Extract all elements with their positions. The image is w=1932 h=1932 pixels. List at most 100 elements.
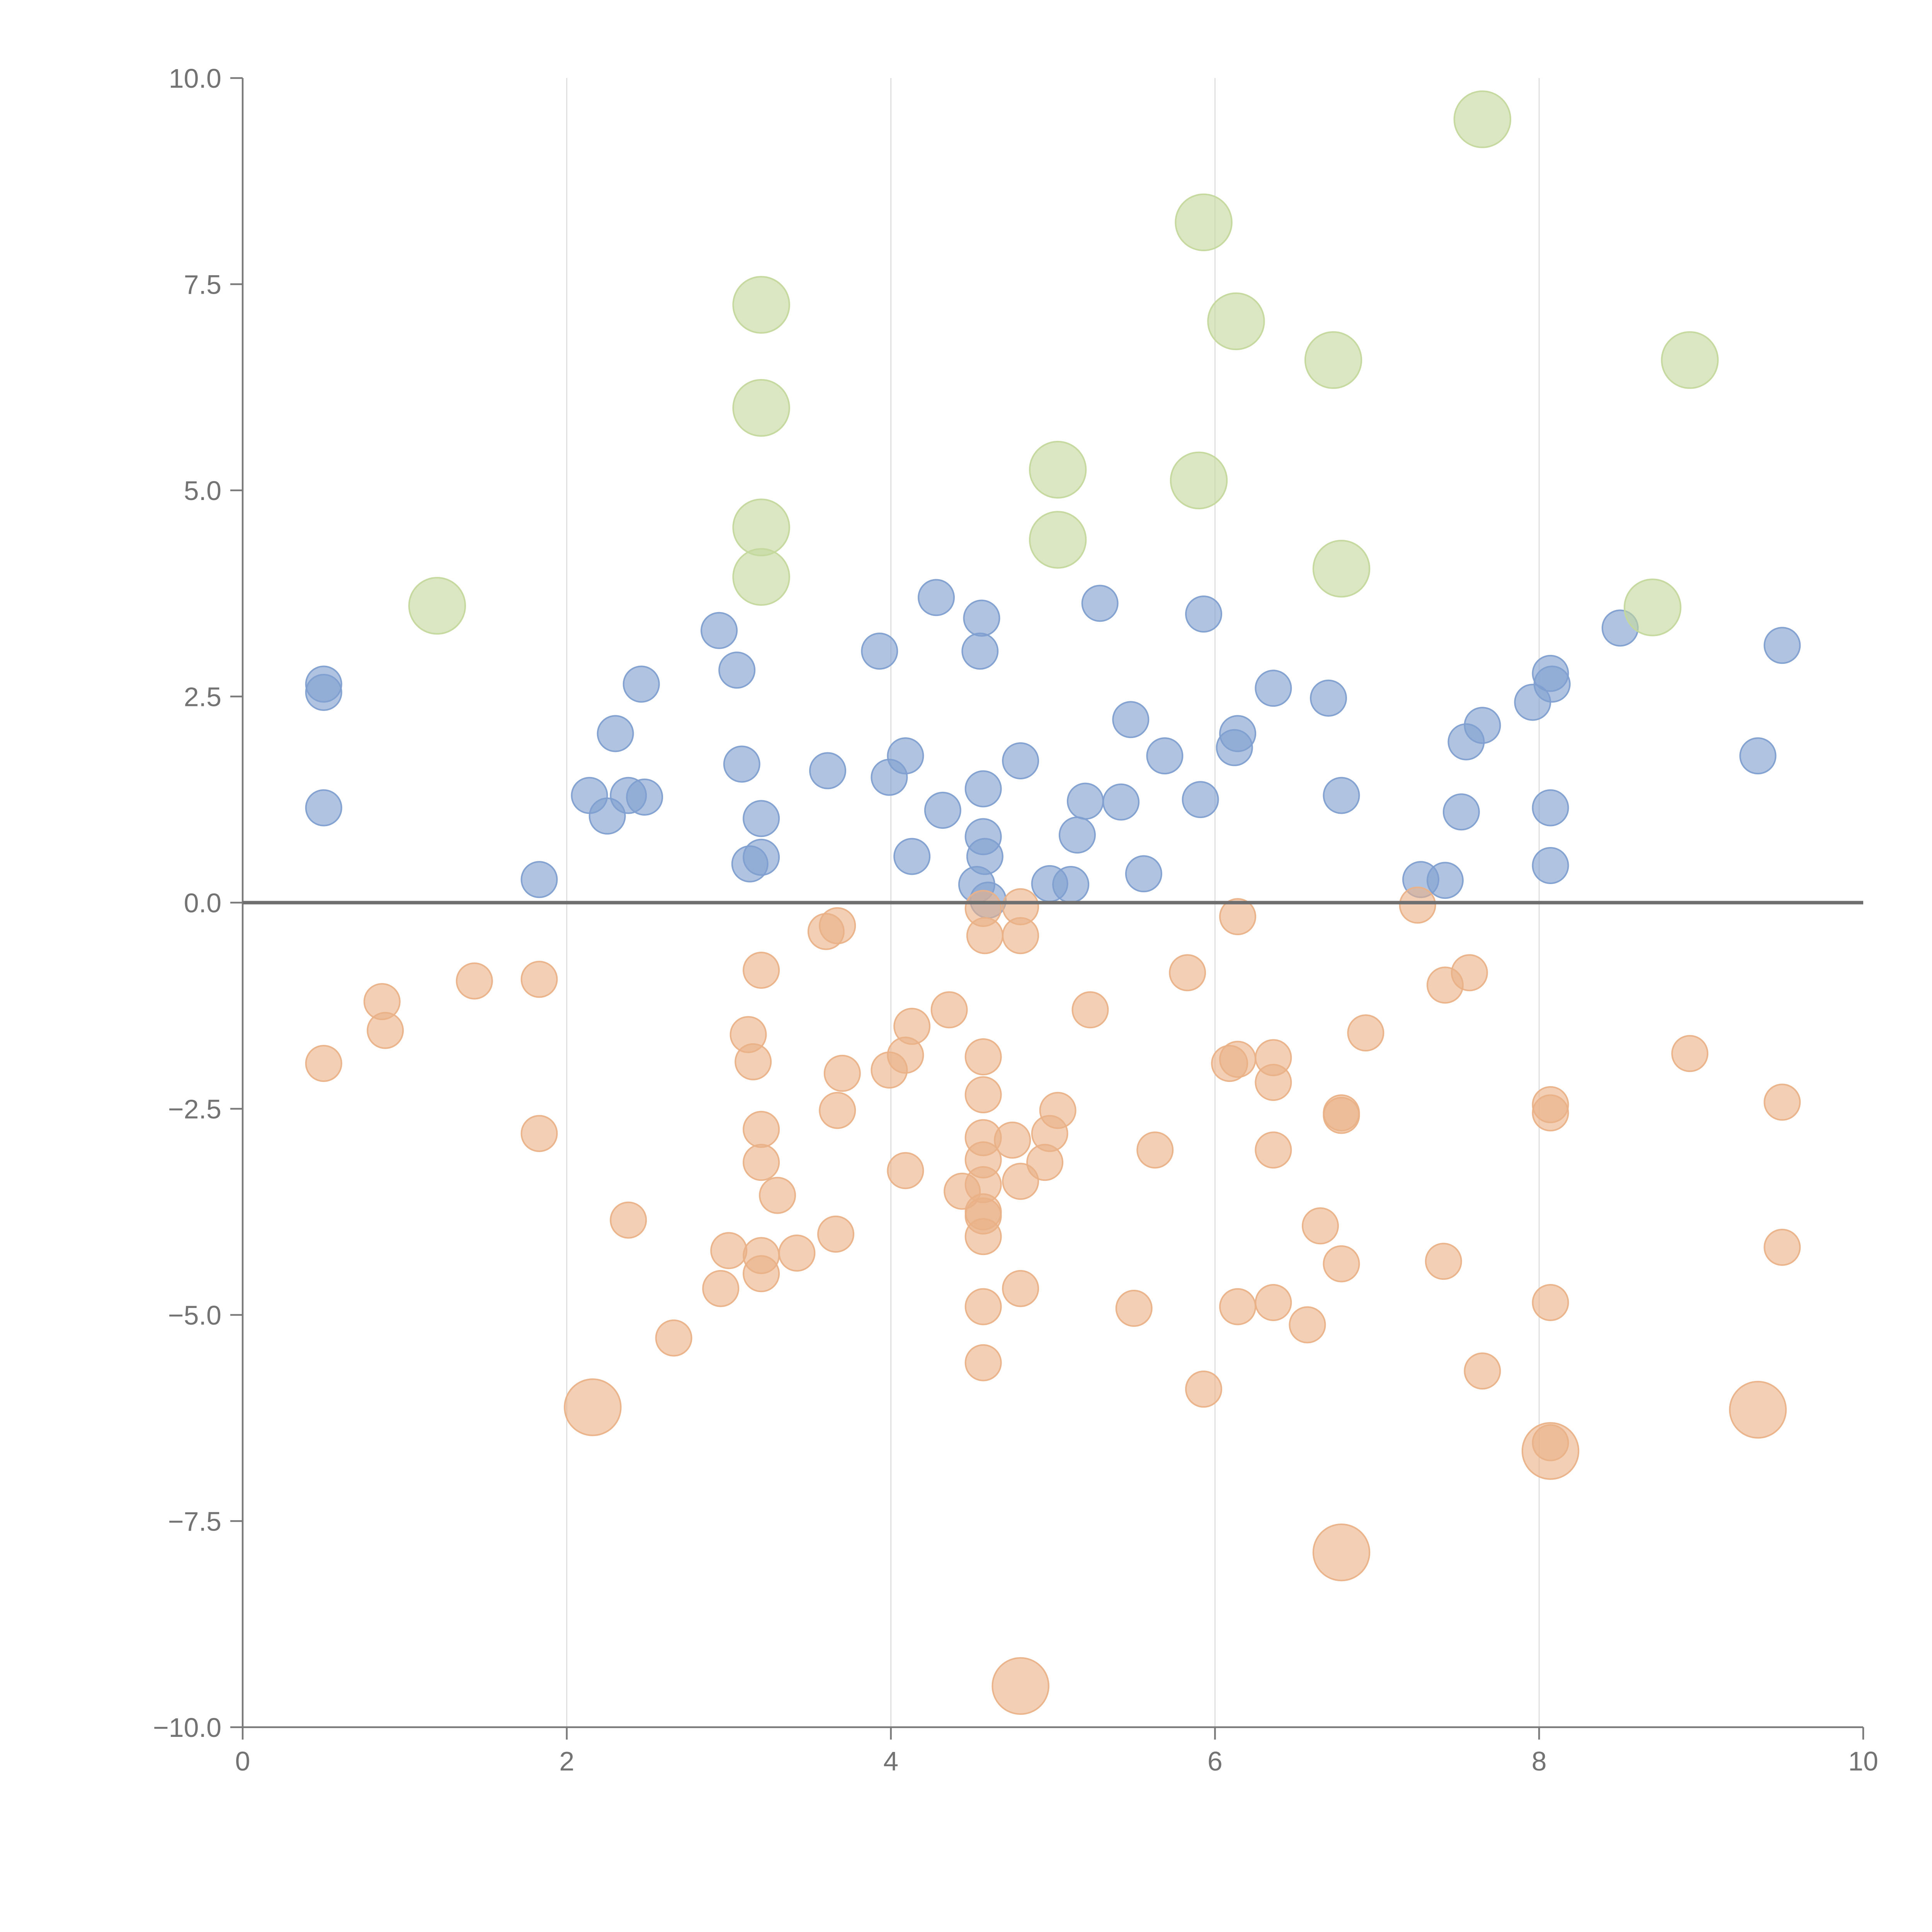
data-point-green	[1029, 511, 1087, 569]
data-point-blue	[743, 800, 780, 837]
data-point-blue	[1185, 595, 1223, 633]
data-point-blue	[1081, 585, 1119, 622]
data-point-green	[1304, 331, 1362, 389]
data-point-blue	[963, 599, 1000, 637]
data-point-orange	[964, 1076, 1002, 1114]
data-point-orange	[1399, 886, 1436, 924]
data-point-blue	[1112, 701, 1150, 738]
data-point-blue	[893, 838, 931, 875]
data-point-orange	[655, 1319, 692, 1357]
data-point-orange	[1347, 1014, 1384, 1052]
data-point-orange	[520, 961, 558, 998]
data-point-blue	[520, 861, 558, 898]
data-point-orange	[778, 1234, 816, 1272]
x-tick-label: 8	[1532, 1746, 1547, 1776]
data-point-orange	[1219, 1288, 1257, 1325]
data-point-blue	[597, 715, 634, 752]
data-point-blue	[1058, 816, 1096, 854]
data-point-orange-large	[564, 1378, 622, 1436]
data-point-orange	[1323, 1097, 1360, 1134]
data-point-blue	[918, 579, 955, 616]
data-point-blue	[1532, 789, 1569, 827]
data-point-orange	[1302, 1207, 1339, 1245]
x-tick-label: 6	[1208, 1746, 1223, 1776]
data-point-green	[1175, 193, 1233, 252]
data-point-blue	[1739, 737, 1777, 775]
data-point-blue	[1442, 793, 1480, 831]
data-point-blue	[887, 737, 924, 775]
data-point-orange	[1289, 1306, 1326, 1344]
data-point-orange	[610, 1201, 647, 1239]
data-point-orange	[743, 951, 780, 989]
data-point-orange	[819, 907, 856, 944]
axes: 0 2 4 6 8 10 10.0 7.5 5.0 2.5 0.0 −2.5 −5.0 −7.5 −10.0	[153, 63, 1878, 1776]
data-point-orange	[1532, 1094, 1569, 1132]
data-point-orange	[1323, 1245, 1360, 1282]
data-point-orange-large	[1729, 1381, 1787, 1439]
data-point-orange	[367, 1012, 404, 1049]
data-point-orange-large	[1312, 1523, 1371, 1582]
y-tick-label: 2.5	[184, 682, 221, 712]
data-point-blue	[964, 770, 1002, 808]
data-point-orange	[1115, 1289, 1153, 1327]
data-point-orange	[1169, 954, 1206, 992]
data-point-blue	[1125, 855, 1162, 893]
y-tick-label: 10.0	[169, 63, 221, 94]
data-point-blue	[1310, 679, 1347, 717]
data-point-orange	[887, 1152, 924, 1189]
data-point-blue	[1146, 737, 1184, 775]
y-tick-label: −2.5	[168, 1094, 221, 1124]
data-point-orange	[1219, 898, 1257, 935]
data-point-orange	[1255, 1131, 1292, 1169]
data-point-orange	[743, 1111, 780, 1148]
data-point-blue	[861, 633, 898, 670]
data-point-blue	[1533, 665, 1571, 703]
data-point-blue	[718, 651, 756, 689]
data-point-orange	[759, 1177, 796, 1214]
data-point-orange	[1671, 1035, 1709, 1072]
data-point-orange	[893, 1008, 931, 1045]
y-tick-label: −7.5	[168, 1507, 221, 1537]
data-point-blue	[1255, 670, 1292, 707]
data-point-orange	[817, 1215, 855, 1253]
data-point-blue	[1052, 866, 1090, 903]
x-tick-label: 4	[883, 1746, 898, 1776]
data-point-orange	[735, 1043, 772, 1080]
data-point-green	[1170, 451, 1228, 510]
data-point-blue	[622, 665, 660, 703]
y-tick-label: −5.0	[168, 1300, 221, 1330]
data-point-green	[732, 276, 790, 334]
data-point-orange	[1136, 1131, 1174, 1169]
data-point-blue	[1002, 742, 1039, 779]
data-point-orange	[1764, 1083, 1801, 1121]
data-point-orange	[823, 1054, 861, 1092]
data-point-blue	[305, 789, 342, 827]
data-point-orange	[964, 1218, 1002, 1255]
y-tick-label: 0.0	[184, 888, 221, 918]
data-point-blue	[1066, 782, 1104, 820]
data-point-orange	[1532, 1284, 1569, 1321]
data-point-orange	[743, 1144, 780, 1181]
data-point-orange	[743, 1255, 780, 1293]
data-point-orange	[710, 1232, 748, 1269]
data-point-blue	[1219, 715, 1257, 752]
y-tick-label: −10.0	[153, 1713, 221, 1743]
y-tick-label: 5.0	[184, 476, 221, 506]
data-point-orange	[1219, 1041, 1257, 1078]
data-point-orange	[966, 917, 1003, 954]
data-point-blue	[701, 612, 738, 649]
data-point-orange-large	[1521, 1422, 1580, 1480]
data-point-orange	[1002, 1270, 1039, 1307]
data-point-blue	[1426, 862, 1464, 899]
data-point-orange	[930, 991, 968, 1029]
data-point-blue	[743, 838, 780, 876]
data-point-blue	[723, 745, 760, 783]
data-point-orange	[1425, 1243, 1462, 1280]
data-point-blue	[1323, 777, 1360, 814]
data-point-green	[1312, 539, 1371, 598]
data-point-orange	[1255, 1064, 1292, 1101]
data-point-green	[732, 548, 790, 606]
x-tick-label: 10	[1848, 1746, 1878, 1776]
data-point-blue	[305, 673, 342, 711]
